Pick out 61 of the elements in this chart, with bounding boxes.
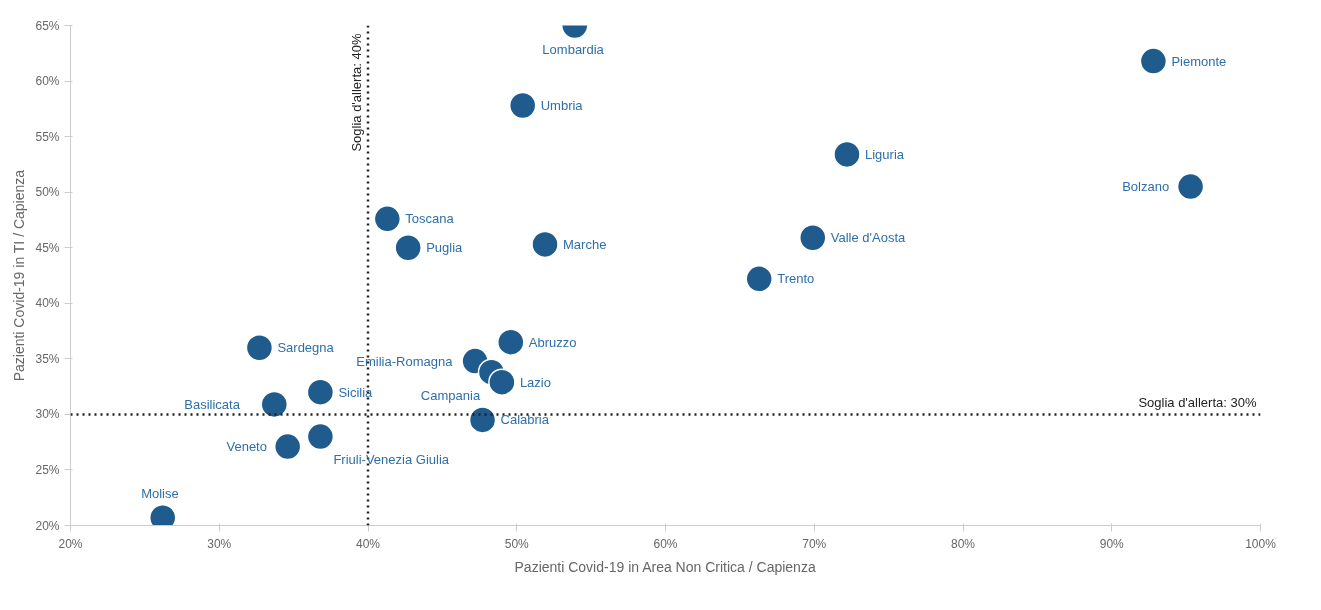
annotation: Marche <box>563 236 607 252</box>
annotation: Campania <box>420 387 481 403</box>
annotation: Bolzano <box>1122 179 1170 195</box>
y-tick-label: 65% <box>35 18 60 33</box>
annotation: Valle d'Aosta <box>830 230 907 246</box>
annotation: Liguria <box>864 146 905 162</box>
x-tick-label: 20% <box>58 536 83 551</box>
point <box>833 140 861 169</box>
x-tick-label: 30% <box>207 536 232 551</box>
point <box>799 224 827 252</box>
point <box>497 328 525 356</box>
annotation: Sardegna <box>277 340 335 356</box>
point <box>306 378 335 406</box>
annotation: Trento <box>777 271 815 287</box>
point <box>745 265 773 293</box>
y-tick-label: 50% <box>35 185 60 200</box>
x-tick-label: 100% <box>1245 536 1277 551</box>
point <box>394 234 422 262</box>
point <box>260 390 289 419</box>
y-tick-label: 45% <box>35 240 60 255</box>
ref-line-label: Soglia d'allerta: 40% <box>349 33 364 152</box>
annotation: Toscana <box>405 211 455 227</box>
annotation: Abruzzo <box>528 334 577 350</box>
annotation: Sicilia <box>338 384 374 400</box>
annotation: Emilia-Romagna <box>356 353 454 369</box>
y-tick-label: 35% <box>35 351 60 366</box>
annotation: Puglia <box>426 240 464 256</box>
annotation: Veneto <box>226 439 267 455</box>
point <box>273 432 302 461</box>
point <box>468 406 497 434</box>
annotation: Lazio <box>519 374 551 390</box>
annotation: Friuli-Venezia Giulia <box>333 452 450 468</box>
y-tick-label: 20% <box>35 518 60 533</box>
y-tick-label: 55% <box>35 129 60 144</box>
y-tick-label: 30% <box>35 407 60 422</box>
annotation: Lombardia <box>542 42 605 57</box>
x-tick-label: 90% <box>1099 536 1125 551</box>
annotation: Molise <box>141 486 179 502</box>
annotation: Piemonte <box>1171 53 1227 69</box>
x-tick-label: 80% <box>950 536 976 551</box>
x-tick-label: 70% <box>802 536 827 551</box>
x-tick-label: 40% <box>355 536 381 551</box>
y-tick-label: 40% <box>35 296 60 311</box>
point <box>373 205 402 233</box>
annotation: Calabria <box>500 412 550 428</box>
point <box>488 368 516 396</box>
point <box>1176 172 1205 201</box>
point <box>1139 47 1168 75</box>
point <box>245 334 274 362</box>
y-tick-label: 25% <box>35 462 60 477</box>
point <box>508 91 537 120</box>
annotation: Umbria <box>540 98 584 113</box>
point <box>306 422 335 451</box>
ref-line-label: Soglia d'allerta: 30% <box>1138 395 1257 411</box>
x-tick-label: 50% <box>504 536 530 551</box>
annotation: Basilicata <box>184 396 241 412</box>
x-tick-label: 60% <box>653 536 678 551</box>
y-tick-label: 60% <box>35 74 60 89</box>
x-axis-title: Pazienti Covid-19 in Area Non Critica / Capienza <box>514 558 816 575</box>
y-axis-title: Pazienti Covid-19 in TI / Capienza <box>11 169 28 382</box>
point <box>531 230 559 259</box>
